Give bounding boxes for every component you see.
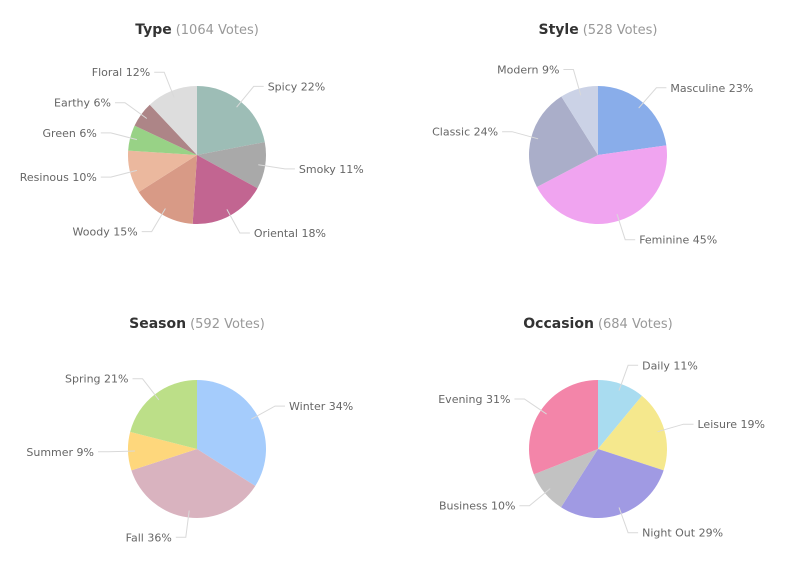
slice-label-winter: Winter 34% — [289, 400, 353, 413]
slice-label-masculine: Masculine 23% — [670, 82, 753, 95]
label-connector — [251, 405, 285, 420]
slice-label-floral: Floral 12% — [92, 66, 150, 79]
chart-subtitle: (528 Votes) — [583, 23, 658, 38]
pie-slice-woody[interactable] — [138, 155, 197, 224]
pie-chart-season: Season (592 Votes) Winter 34% Fall 36% Summe… — [26, 316, 353, 544]
pie-slice-summer[interactable] — [128, 431, 197, 471]
label-connector — [100, 132, 138, 141]
pie-slice-spring[interactable] — [130, 380, 197, 449]
slice-label-summer: Summer 9% — [26, 446, 94, 459]
pie-slice-evening[interactable] — [529, 380, 598, 475]
pie-slice-modern[interactable] — [561, 86, 598, 155]
label-connector — [141, 208, 166, 233]
slice-label-business: Business 10% — [439, 500, 515, 513]
pie-slice-resinous[interactable] — [128, 150, 197, 192]
chart-title: Type (1064 Votes) — [135, 22, 259, 38]
label-connector — [236, 85, 264, 108]
label-connector — [502, 131, 539, 140]
slice-label-oriental: Oriental 18% — [254, 227, 326, 240]
label-connector — [638, 87, 667, 109]
label-connector — [100, 169, 138, 178]
chart-title: Style (528 Votes) — [539, 22, 658, 38]
slice-label-spicy: Spicy 22% — [268, 80, 326, 93]
pie-slice-leisure[interactable] — [598, 395, 667, 471]
label-connector — [132, 378, 160, 401]
label-connector — [514, 398, 547, 415]
slice-label-smoky: Smoky 11% — [299, 163, 364, 176]
slice-label-green: Green 6% — [43, 127, 97, 140]
chart-subtitle: (1064 Votes) — [176, 23, 259, 38]
pie-slice-smoky[interactable] — [197, 142, 267, 189]
label-connector — [618, 507, 639, 534]
label-connector — [563, 69, 582, 96]
pie-slice-floral[interactable] — [149, 86, 197, 155]
slice-label-woody: Woody 15% — [73, 226, 138, 239]
pie-slice-masculine[interactable] — [598, 86, 667, 155]
pie-chart-type: Type (1064 Votes) Spicy 22% Smoky 11% Orient… — [20, 22, 364, 240]
slice-label-daily: Daily 11% — [642, 359, 698, 372]
label-connector — [618, 364, 639, 391]
chart-title-text: Type — [135, 22, 172, 38]
pie-slice-oriental[interactable] — [192, 155, 258, 224]
slice-label-fall: Fall 36% — [126, 531, 172, 544]
chart-title-text: Season — [129, 316, 186, 332]
label-connector — [175, 510, 190, 538]
pie-slice-fall[interactable] — [131, 449, 256, 518]
pie-slice-green[interactable] — [128, 125, 197, 155]
slice-label-leisure: Leisure 19% — [698, 418, 765, 431]
label-connector — [226, 209, 250, 234]
pie-slice-feminine[interactable] — [536, 145, 668, 224]
label-connector — [616, 213, 636, 241]
label-connector — [519, 488, 551, 507]
pie-slice-classic[interactable] — [529, 96, 598, 187]
pie-chart-style: Style (528 Votes) Masculine 23% Feminine 45… — [432, 22, 753, 247]
pie-slice-spicy[interactable] — [197, 85, 265, 155]
pie-slice-earthy[interactable] — [134, 104, 197, 155]
label-connector — [154, 71, 175, 98]
slice-label-earthy: Earthy 6% — [54, 97, 111, 110]
slice-label-resinous: Resinous 10% — [20, 171, 97, 184]
chart-title-text: Occasion — [523, 316, 594, 332]
slice-label-feminine: Feminine 45% — [639, 234, 717, 247]
pie-slice-business[interactable] — [533, 449, 598, 508]
chart-title: Occasion (684 Votes) — [523, 316, 672, 332]
chart-subtitle: (592 Votes) — [190, 317, 265, 332]
label-connector — [115, 102, 148, 119]
slice-label-classic: Classic 24% — [432, 126, 498, 139]
slice-label-modern: Modern 9% — [497, 64, 559, 77]
chart-title: Season (592 Votes) — [129, 316, 265, 332]
slice-label-evening: Evening 31% — [438, 393, 510, 406]
slice-label-spring: Spring 21% — [65, 373, 128, 386]
slice-label-night: Night Out 29% — [642, 527, 723, 540]
pie-chart-occasion: Occasion (684 Votes) Daily 11% Leisure 19% N… — [438, 316, 765, 540]
label-connector — [98, 450, 135, 453]
label-connector — [258, 164, 295, 170]
chart-subtitle: (684 Votes) — [598, 317, 673, 332]
pie-slice-night[interactable] — [561, 449, 664, 518]
chart-title-text: Style — [539, 22, 579, 38]
label-connector — [657, 423, 694, 433]
pie-slice-daily[interactable] — [598, 380, 642, 449]
pie-slice-winter[interactable] — [197, 379, 267, 486]
